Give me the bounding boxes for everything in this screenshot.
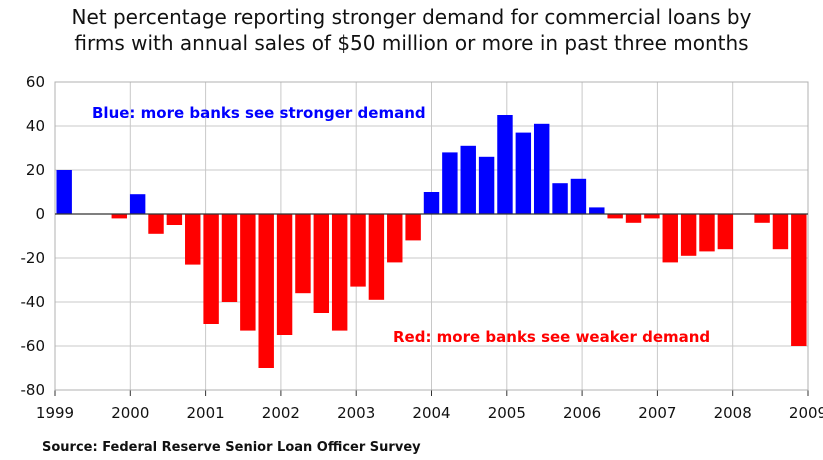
bar [423,192,440,214]
annotation-negative: Red: more banks see weaker demand [393,328,710,346]
bar [203,214,219,324]
plot-frame [54,81,809,391]
bar [680,214,697,256]
bar [148,214,164,234]
bar [166,214,183,225]
bar [350,214,366,287]
x-tick-label: 2003 [337,404,375,422]
bar [185,214,201,265]
x-tick-label: 2009 [789,404,823,422]
bar [533,123,550,214]
y-tick-label: -20 [21,249,46,267]
chart-title-line-2: firms with annual sales of $50 million o… [74,31,749,55]
bar [368,214,385,300]
bar [791,214,807,346]
x-tick-label: 1999 [36,404,74,422]
x-tick-label: 2008 [714,404,752,422]
annotation-positive: Blue: more banks see stronger demand [92,104,426,122]
y-tick-label: 40 [26,117,45,135]
x-tick-labels: 1999 2000 2001 2002 2003 2004 2005 2006 2007 2008… [36,404,823,422]
bar [276,214,293,335]
source-note: Source: Federal Reserve Senior Loan Offi… [42,440,421,455]
x-tick-label: 2006 [563,404,601,422]
bars [56,115,807,368]
axes [54,81,809,396]
bar [405,214,421,241]
x-tick-label: 2005 [488,404,526,422]
bar [589,207,605,214]
bar [387,214,403,263]
bar [111,214,127,219]
x-tick-label: 2000 [111,404,149,422]
bar [644,214,660,219]
bar [295,214,311,294]
bar [56,170,72,214]
bar [460,145,476,214]
y-tick-label: -60 [21,337,46,355]
y-tick-label: 0 [35,205,45,223]
bar [625,214,642,223]
y-tick-label: 60 [26,73,45,91]
bar [754,214,770,223]
bar [717,214,734,250]
bar [313,214,330,313]
bar [552,183,568,214]
bar [331,214,348,331]
bar [478,156,495,214]
x-tick-label: 2004 [412,404,450,422]
x-tick-label: 2001 [187,404,225,422]
bar [497,115,513,214]
y-tick-label: -40 [21,293,46,311]
bar [515,132,532,214]
bar [258,214,274,368]
x-tick-label: 2007 [638,404,676,422]
y-tick-label: 20 [26,161,45,179]
bar [772,214,789,250]
bar [699,214,715,252]
bar [240,214,256,331]
bar [442,152,458,214]
chart-title: Net percentage reporting stronger demand… [0,4,823,56]
bar [607,214,623,219]
bar [129,194,146,214]
x-tick-label: 2002 [262,404,300,422]
chart-title-line-1: Net percentage reporting stronger demand… [71,5,752,29]
bar [570,178,587,214]
y-tick-labels: 60 40 20 0 -20 -40 -60 -80 [21,73,46,399]
bar-chart: 60 40 20 0 -20 -40 -60 -80 1999 2000 2001 2002 2003… [21,73,823,422]
bar [662,214,678,263]
y-tick-label: -80 [21,381,46,399]
bar [221,214,238,302]
